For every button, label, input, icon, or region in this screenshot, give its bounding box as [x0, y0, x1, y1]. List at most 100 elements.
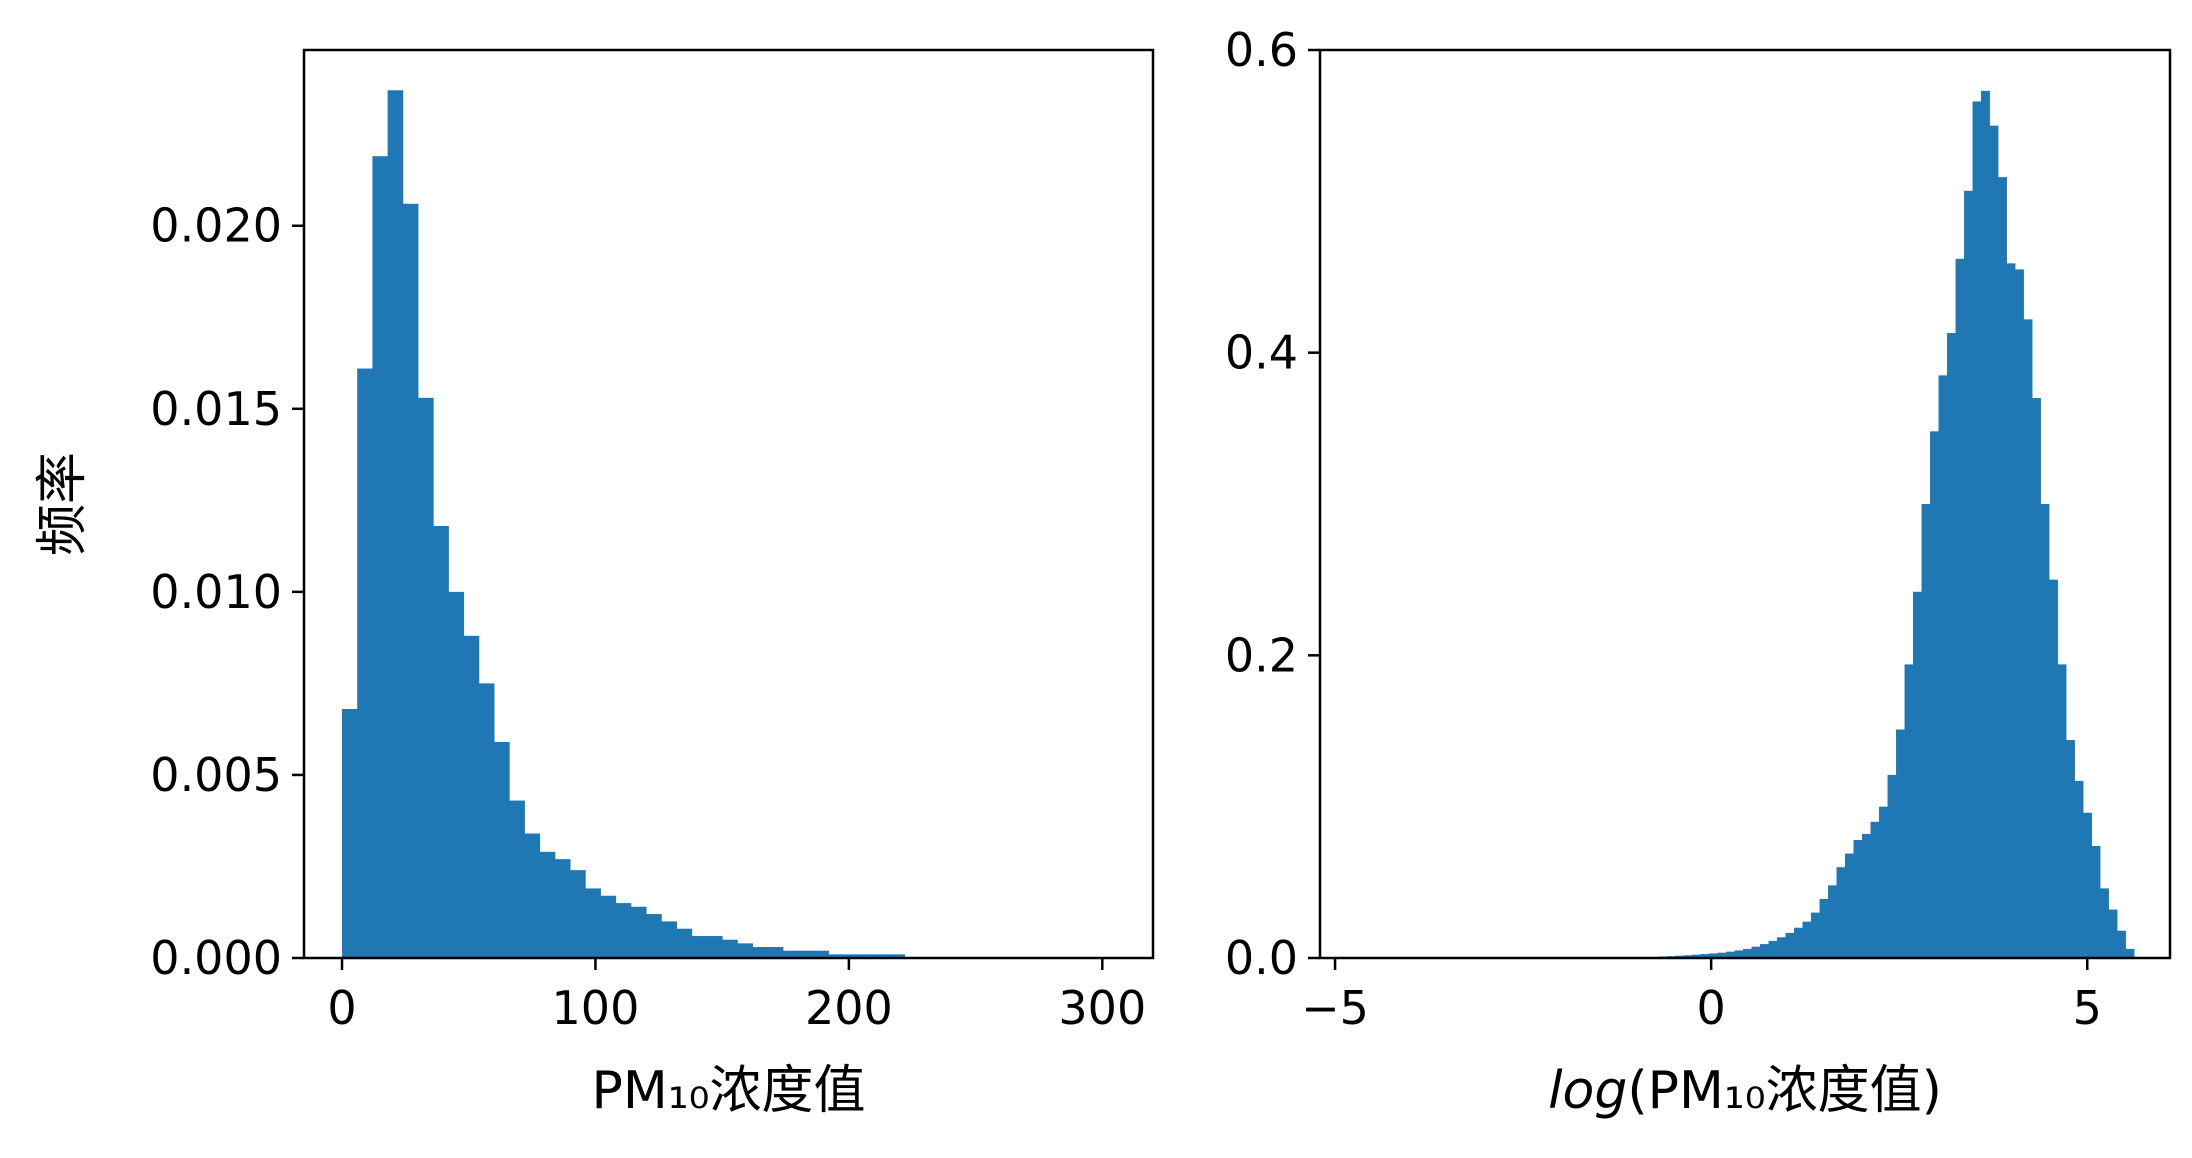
left-bar: [706, 936, 723, 958]
left-bar: [357, 368, 373, 958]
left-bar: [859, 954, 875, 958]
left-bar: [418, 397, 434, 958]
right-y-tick-label: 0.4: [1225, 326, 1298, 380]
right-bar: [2083, 812, 2092, 958]
right-bar: [1777, 937, 1786, 958]
left-bar: [600, 895, 617, 958]
left-bar: [798, 950, 814, 958]
left-bar: [570, 870, 586, 958]
right-bar: [2074, 780, 2084, 958]
left-bar: [585, 888, 601, 958]
right-bar: [1998, 177, 2007, 958]
right-bar: [1717, 952, 1727, 958]
left-histogram-bars: [342, 90, 906, 958]
left-y-tick-label: 0.010: [150, 565, 282, 619]
left-bar: [691, 936, 708, 958]
left-bar: [843, 954, 860, 958]
right-bar: [1938, 375, 1948, 958]
right-bar: [1887, 774, 1897, 958]
right-bar: [2108, 909, 2118, 958]
right-bar: [2117, 930, 2126, 958]
right-bar: [1811, 912, 1820, 958]
left-bar: [889, 954, 906, 958]
right-bar: [2049, 579, 2058, 958]
right-bar: [1913, 591, 1922, 958]
left-bar: [448, 591, 465, 958]
left-bar: [722, 939, 738, 958]
left-bar: [342, 709, 358, 958]
right-x-ticks: −5 0 5: [1301, 958, 2102, 1035]
left-bar: [463, 635, 480, 958]
left-bar: [828, 954, 845, 958]
right-bar: [2066, 740, 2075, 958]
right-bar: [1972, 101, 1982, 958]
right-bar: [1862, 833, 1871, 958]
right-bar: [1853, 839, 1863, 958]
right-y-ticks: 0.0 0.2 0.4 0.6: [1225, 23, 1320, 985]
left-bar: [630, 906, 647, 958]
left-x-tick-label: 0: [327, 981, 356, 1035]
right-bar: [2100, 888, 2109, 958]
right-x-tick-label: 5: [2073, 981, 2102, 1035]
right-y-tick-label: 0.6: [1225, 23, 1298, 77]
right-bar: [2125, 948, 2135, 958]
left-bar: [433, 525, 449, 958]
left-bar: [402, 203, 419, 958]
right-bar: [1819, 898, 1829, 958]
left-bar: [524, 833, 541, 958]
left-x-tick-label: 300: [1058, 981, 1146, 1035]
right-bar: [1692, 954, 1701, 958]
left-bar: [539, 851, 556, 958]
right-bar: [1768, 940, 1778, 958]
left-y-tick-label: 0.000: [150, 931, 282, 985]
right-bar: [2057, 664, 2067, 958]
right-x-tick-label: −5: [1301, 981, 1369, 1035]
right-bar: [1836, 867, 1846, 958]
left-histogram-panel: 0 100 200 300 0.000 0.005 0.010 0.015 0.020 PM₁…: [33, 48, 1155, 1121]
right-bar: [2032, 398, 2041, 958]
left-y-axis-label: 频率: [33, 452, 93, 556]
right-bar: [1726, 951, 1735, 958]
left-bar: [813, 950, 830, 958]
right-bar: [1921, 504, 1931, 958]
left-bar: [752, 947, 769, 958]
left-bar: [509, 800, 525, 958]
right-histogram-bars: [1335, 90, 2135, 959]
left-plot-frame: [302, 48, 1155, 960]
right-bar: [1930, 431, 1939, 958]
right-histogram-panel: −5 0 5 0.0 0.2 0.4 0.6 log(PM₁₀浓度值): [1225, 23, 2172, 1121]
right-y-tick-label: 0.0: [1225, 931, 1298, 985]
right-bar: [1760, 944, 1769, 958]
left-bar: [554, 859, 571, 958]
right-bar: [1870, 821, 1880, 958]
right-bar: [1794, 927, 1803, 958]
right-bar: [1989, 125, 1999, 959]
left-bar: [737, 943, 753, 958]
right-bar: [1947, 332, 1956, 958]
right-y-tick-label: 0.2: [1225, 628, 1298, 682]
right-bar: [1955, 258, 1965, 959]
right-bar: [1743, 948, 1752, 958]
right-bar: [1904, 664, 1914, 958]
right-bar: [2091, 846, 2101, 958]
right-bar: [1751, 946, 1761, 958]
left-bar: [646, 914, 662, 958]
left-bar: [615, 903, 632, 958]
left-bar: [661, 921, 677, 958]
left-bar: [478, 683, 495, 958]
right-bar: [1700, 954, 1710, 958]
right-bar: [1828, 885, 1837, 958]
left-x-axis-label: PM₁₀浓度值: [592, 1061, 866, 1121]
left-bar: [494, 741, 510, 958]
left-x-tick-label: 100: [552, 981, 640, 1035]
right-bar: [1981, 90, 1990, 959]
left-bar: [767, 947, 784, 958]
right-bar: [1709, 953, 1718, 958]
right-bar: [1785, 932, 1795, 958]
right-bar: [2006, 263, 2016, 958]
left-bar: [782, 950, 799, 958]
left-y-tick-label: 0.015: [150, 382, 282, 436]
right-bar: [2040, 504, 2050, 958]
right-bar: [1964, 190, 1973, 959]
